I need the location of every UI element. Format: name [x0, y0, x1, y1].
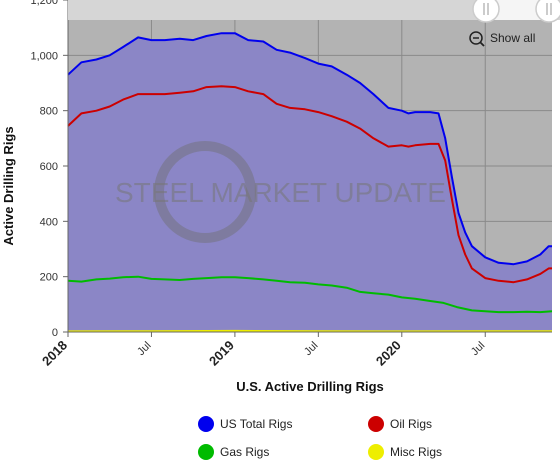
y-tick-label: 400 [40, 216, 58, 228]
x-axis-title: U.S. Active Drilling Rigs [236, 379, 384, 394]
show-all-label: Show all [490, 31, 535, 45]
y-tick-label: 200 [40, 272, 58, 284]
legend-item-gas[interactable]: Gas Rigs [198, 444, 269, 460]
navigator-handle-left[interactable] [472, 0, 500, 23]
series-line-misc [67, 329, 552, 333]
navigator-handle-right[interactable] [535, 0, 560, 23]
y-tick-label: 600 [40, 161, 58, 173]
watermark-text: STEEL MARKET UPDATE [115, 177, 446, 208]
x-tick-label: Jul [135, 340, 153, 358]
series-areas [68, 33, 552, 332]
series-lines [67, 32, 553, 333]
zoom-out-icon [469, 31, 485, 47]
series-area-us-total [68, 33, 552, 332]
legend-label: Gas Rigs [220, 445, 269, 459]
legend-marker [198, 416, 214, 432]
navigator-track[interactable] [68, 0, 560, 20]
legend-label: US Total Rigs [220, 417, 292, 431]
range-navigator[interactable] [68, 0, 560, 23]
y-tick-label: 1,200 [30, 0, 58, 7]
legend-label: Misc Rigs [390, 445, 442, 459]
x-tick-label: 2020 [373, 338, 404, 369]
series-line-oil [67, 85, 552, 284]
watermark: STEEL MARKET UPDATE [115, 141, 446, 243]
series-line-us-total [67, 32, 552, 266]
x-tick-label: Jul [302, 340, 320, 358]
legend-marker [368, 444, 384, 460]
series-line-gas [67, 275, 553, 314]
x-tick-label: 2019 [206, 338, 237, 369]
x-tick-label: Jul [469, 340, 487, 358]
legend-item-us-total[interactable]: US Total Rigs [198, 416, 292, 432]
legend: US Total Rigs Oil Rigs Gas Rigs Misc Rig… [198, 416, 442, 460]
y-tick-label: 800 [40, 106, 58, 118]
show-all-button[interactable]: Show all [469, 31, 535, 47]
legend-label: Oil Rigs [390, 417, 432, 431]
legend-marker [198, 444, 214, 460]
y-axis-title: Active Drilling Rigs [1, 126, 16, 245]
legend-item-misc[interactable]: Misc Rigs [368, 444, 442, 460]
legend-item-oil[interactable]: Oil Rigs [368, 416, 432, 432]
y-tick-label: 1,000 [30, 50, 58, 62]
x-tick-label: 2018 [39, 338, 70, 369]
y-tick-label: 0 [52, 327, 58, 339]
legend-marker [368, 416, 384, 432]
